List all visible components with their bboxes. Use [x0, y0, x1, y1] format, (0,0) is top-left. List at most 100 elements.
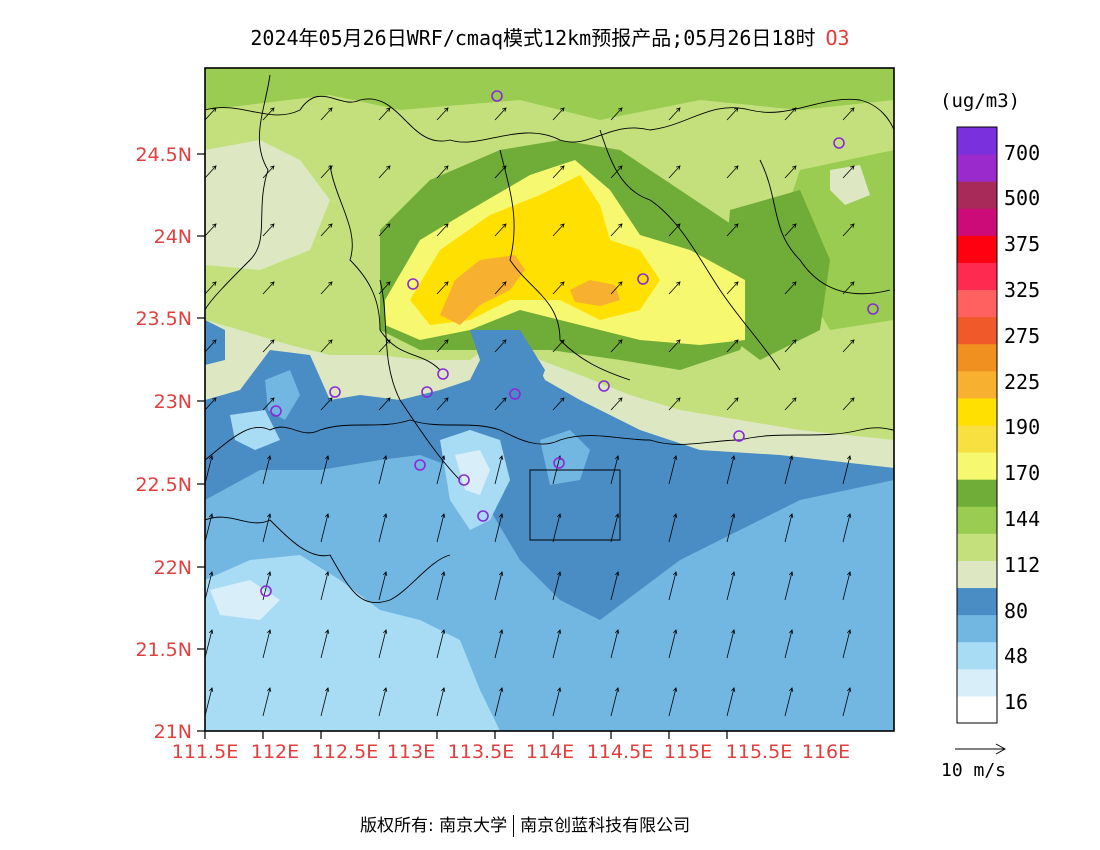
wind-vector-head — [499, 687, 504, 692]
lat-label: 24N — [154, 226, 192, 248]
colorbar-cell — [957, 208, 997, 236]
wind-vector-head — [441, 455, 446, 460]
wind-vector — [378, 687, 387, 717]
wind-vector-head — [673, 571, 678, 576]
wind-vector-head — [792, 107, 797, 112]
wind-vector-head — [731, 629, 736, 634]
wind-vector — [436, 571, 445, 601]
wind-vector-head — [673, 629, 678, 634]
wind-vector-head — [502, 165, 507, 170]
wind-vector — [552, 281, 565, 295]
wind-vector — [378, 281, 391, 295]
wind-vector-head — [270, 107, 275, 112]
colorbar-label: 700 — [1004, 141, 1040, 165]
wind-vector-head — [270, 165, 275, 170]
vector-scale-label: 10 m/s — [941, 760, 1007, 781]
wind-vector-head — [673, 455, 678, 460]
wind-vector — [205, 397, 217, 411]
wind-vector — [784, 223, 797, 237]
colorbar-label: 112 — [1004, 553, 1040, 577]
wind-vector-head — [328, 339, 333, 344]
wind-vector-head — [386, 339, 391, 344]
lon-label: 112.5E — [312, 741, 378, 763]
wind-vector-head — [557, 571, 562, 576]
wind-vector-head — [847, 687, 852, 692]
wind-vector — [842, 107, 855, 121]
wind-vector-head — [734, 397, 739, 402]
colorbar-cell — [957, 425, 997, 453]
wind-vector — [436, 339, 449, 353]
wind-vector — [610, 571, 619, 601]
wind-vector — [726, 107, 739, 121]
wind-vector-head — [792, 397, 797, 402]
station-marker — [833, 137, 845, 149]
wind-vector — [205, 107, 217, 121]
wind-vector-head — [734, 339, 739, 344]
wind-vector — [842, 687, 851, 717]
lon-label: 115E — [664, 741, 712, 763]
wind-vector — [726, 455, 735, 485]
station-marker — [421, 386, 433, 398]
wind-vector-head — [789, 687, 794, 692]
lon-label: 113E — [387, 741, 435, 763]
orange-zone-west — [440, 255, 525, 325]
wind-vector-head — [734, 107, 739, 112]
county-line-5 — [759, 159, 891, 295]
wind-vector — [552, 339, 565, 353]
wind-vector — [378, 397, 391, 411]
wind-vector-head — [502, 397, 507, 402]
wind-vector-head — [615, 513, 620, 518]
station-marker — [329, 386, 341, 398]
wind-vector — [494, 339, 507, 353]
wind-vector-head — [386, 397, 391, 402]
colorbar-cell — [957, 695, 997, 724]
wind-vector — [378, 165, 391, 179]
wind-vector-head — [270, 339, 275, 344]
wind-vector — [320, 165, 333, 179]
wind-vector-head — [209, 455, 214, 460]
wind-vector — [668, 165, 681, 179]
wind-vector — [436, 513, 445, 543]
wind-vector — [726, 513, 735, 543]
lon-label: 111.5E — [172, 741, 238, 763]
wind-vector-head — [734, 165, 739, 170]
west-pale-land — [205, 140, 330, 270]
wind-vector-head — [731, 455, 736, 460]
wind-vector-head — [734, 281, 739, 286]
wind-vector-head — [325, 513, 330, 518]
wind-vector — [378, 571, 387, 601]
wind-vector — [436, 629, 445, 659]
west-county-line — [205, 74, 271, 311]
wind-vector — [552, 687, 561, 717]
county-line-4 — [599, 129, 781, 371]
wind-vector-head — [267, 513, 272, 518]
orange-zone-east — [570, 280, 620, 306]
colorbar-cell — [957, 668, 997, 697]
colorbar-cell — [957, 235, 997, 263]
wind-vector-head — [383, 455, 388, 460]
wind-vector-head — [792, 223, 797, 228]
wind-vector — [784, 165, 797, 179]
shenzhen-blue — [540, 430, 590, 485]
wind-vector-head — [560, 281, 565, 286]
wind-vector-head — [850, 397, 855, 402]
lon-label: 112E — [251, 741, 299, 763]
colorbar-cell — [957, 370, 997, 399]
wind-vector-head — [383, 571, 388, 576]
wind-vector-head — [444, 397, 449, 402]
lat-label: 23N — [154, 391, 192, 413]
wind-vector — [436, 281, 449, 295]
west-light-blue — [230, 410, 280, 450]
wind-vector-head — [618, 397, 623, 402]
colorbar-label: 80 — [1004, 599, 1028, 623]
wind-vector-head — [212, 107, 217, 112]
title-text: 2024年05月26日WRF/cmaq模式12km预报产品;05月26日18时 — [250, 26, 816, 50]
wind-vector — [320, 455, 329, 485]
colorbar-cell — [957, 397, 997, 426]
wind-vector — [262, 629, 271, 659]
station-marker — [509, 388, 521, 400]
wind-vector — [610, 629, 619, 659]
wind-vector — [842, 629, 851, 659]
wind-vector-head — [328, 397, 333, 402]
wind-vector-head — [847, 455, 852, 460]
